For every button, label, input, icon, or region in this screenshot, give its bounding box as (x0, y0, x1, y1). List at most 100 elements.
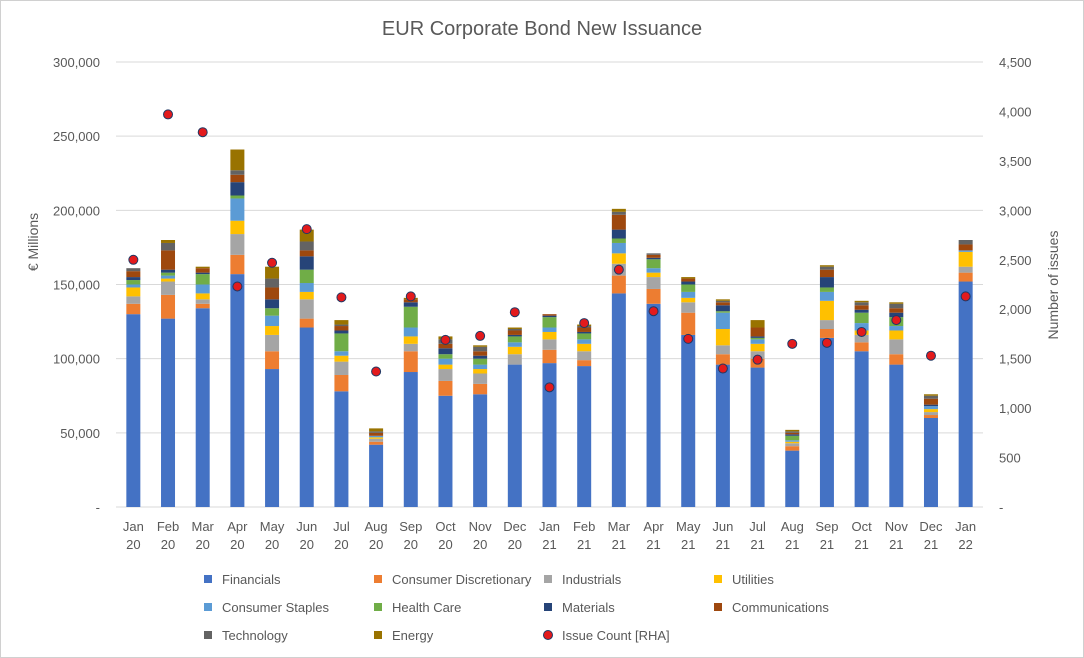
bar-segment (681, 334, 696, 507)
bar-segment (577, 360, 592, 367)
x-tick-year: 21 (924, 537, 938, 552)
bar-segment (161, 275, 176, 279)
bar-segment (889, 302, 904, 304)
bar-segment (230, 195, 245, 199)
x-tick-label: Jan 20 (123, 519, 144, 552)
bar-segment (785, 434, 800, 436)
bar-segment (819, 265, 834, 267)
issue-count-point (717, 363, 728, 374)
x-tick-label: Nov 21 (885, 519, 909, 552)
bar-segment (923, 404, 938, 407)
issue-count-point (475, 330, 486, 341)
bar-segment (299, 241, 314, 251)
y2-tick-label: 2,000 (999, 302, 1032, 317)
bar-segment (854, 323, 869, 331)
issue-count-point (613, 264, 624, 275)
bar-segment (923, 394, 938, 396)
bar-segment (577, 343, 592, 352)
bar-segment (646, 268, 661, 273)
bar-segment (611, 275, 626, 294)
bar-segment (403, 343, 418, 352)
bar-segment (299, 229, 314, 242)
bar-segment (230, 182, 245, 196)
bar-segment (438, 364, 453, 370)
bar-segment (403, 306, 418, 328)
x-tick-month: Dec (503, 519, 527, 534)
x-tick-year: 21 (750, 537, 764, 552)
x-tick-label: Apr 21 (643, 519, 664, 552)
bar-segment (854, 351, 869, 507)
bar-segment (542, 327, 557, 332)
bar-segment (715, 302, 730, 306)
x-tick-month: Aug (365, 519, 388, 534)
x-tick-year: 21 (889, 537, 903, 552)
bar-segment (819, 291, 834, 301)
bar-segment (785, 443, 800, 447)
bar-segment (611, 211, 626, 215)
legend-swatch (714, 575, 722, 583)
bar-segment (611, 214, 626, 230)
x-tick-month: Feb (573, 519, 595, 534)
bars (126, 149, 973, 507)
issue-count-point (752, 354, 763, 365)
bar-segment (854, 342, 869, 352)
bar-segment (334, 374, 349, 392)
bar-segment (750, 327, 765, 337)
bar-segment (507, 336, 522, 343)
bar-segment (403, 351, 418, 373)
bar-segment (265, 299, 280, 309)
bar-segment (473, 355, 488, 359)
bar-segment (161, 240, 176, 243)
bar-segment (403, 302, 418, 307)
x-tick-year: 20 (195, 537, 209, 552)
x-tick-label: Apr 20 (227, 519, 248, 552)
bar-segment (195, 268, 210, 273)
bar-segment (334, 333, 349, 352)
issue-count-point (232, 281, 243, 292)
bar-segment (438, 380, 453, 396)
bar-segment (438, 358, 453, 365)
bar-segment (785, 431, 800, 433)
issue-count-point (925, 350, 936, 361)
x-tick-year: 20 (473, 537, 487, 552)
bar-segment (785, 432, 800, 435)
bar-segment (889, 330, 904, 340)
x-tick-label: Jun 20 (296, 519, 317, 552)
x-tick-year: 21 (716, 537, 730, 552)
bar-segment (195, 274, 210, 285)
x-tick-label: Jun 21 (712, 519, 733, 552)
bar-segment (507, 354, 522, 365)
bar-segment (681, 278, 696, 282)
bar-segment (715, 300, 730, 303)
bar-segment (473, 383, 488, 395)
legend-swatch (374, 603, 382, 611)
issue-count-point (787, 338, 798, 349)
bar-segment (715, 345, 730, 355)
bar-segment (646, 259, 661, 269)
x-tick-month: Dec (919, 519, 943, 534)
bar-segment (611, 208, 626, 212)
bar-segment (681, 297, 696, 303)
bar-segment (507, 342, 522, 347)
bar-segment (161, 269, 176, 273)
bar-segment (715, 364, 730, 507)
x-tick-year: 20 (230, 537, 244, 552)
legend-label: Consumer Discretionary (392, 572, 532, 587)
y-tick-label: 50,000 (60, 426, 100, 441)
bar-segment (126, 303, 141, 315)
bar-segment (785, 429, 800, 432)
legend-swatch (544, 603, 552, 611)
x-tick-month: May (260, 519, 285, 534)
bar-segment (265, 266, 280, 279)
bar-segment (507, 330, 522, 335)
x-tick-label: Aug 21 (781, 519, 804, 552)
bar-segment (299, 318, 314, 328)
bar-segment (334, 351, 349, 356)
issue-count-point (301, 224, 312, 235)
x-tick-year: 20 (126, 537, 140, 552)
bar-segment (230, 198, 245, 221)
bar-segment (681, 284, 696, 292)
legend-swatch (374, 631, 382, 639)
bar-segment (230, 170, 245, 175)
